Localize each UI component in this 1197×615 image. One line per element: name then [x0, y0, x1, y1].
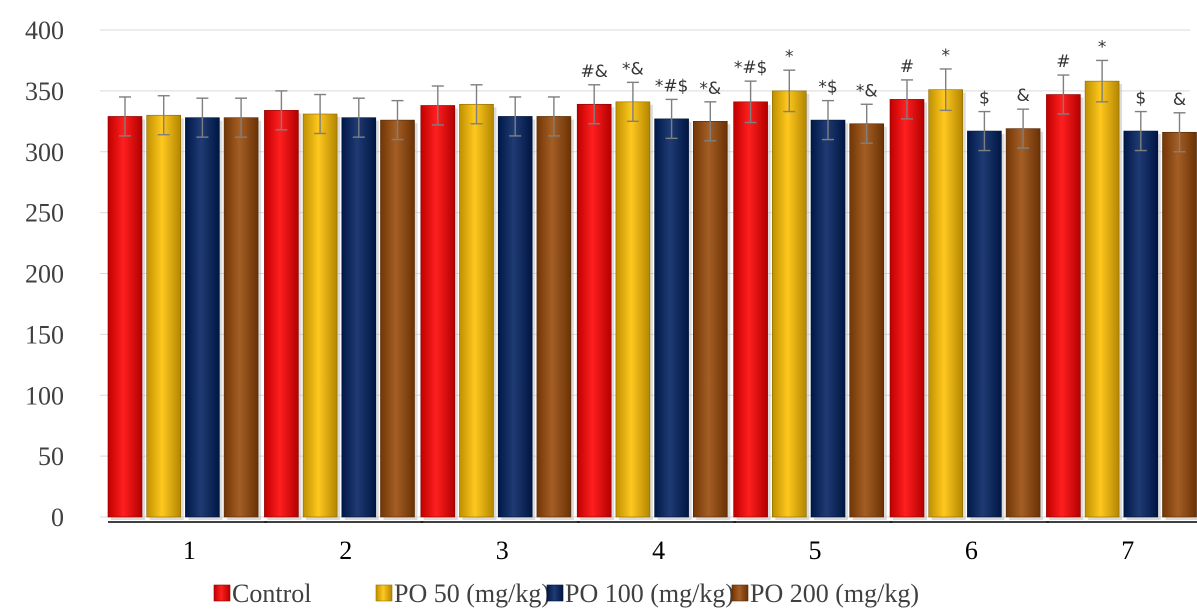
significance-label: $	[1135, 89, 1146, 109]
bar	[967, 130, 1002, 518]
significance-label: *#$	[734, 58, 768, 78]
x-tick-label: 2	[339, 536, 352, 565]
x-axis: 1 2 3 4 5 6 7	[108, 521, 1197, 565]
legend-label: PO 100 (mg/kg)	[565, 579, 734, 608]
bar	[185, 117, 220, 518]
significance-label: #	[900, 57, 914, 77]
bars	[107, 80, 1197, 521]
bar	[264, 110, 299, 518]
significance-label: $	[979, 89, 990, 109]
legend: Control PO 50 (mg/kg) PO 100 (mg/kg) PO 200…	[213, 579, 919, 608]
significance-label: *$	[818, 78, 837, 98]
x-tick-label: 4	[652, 536, 665, 565]
bar	[1162, 131, 1197, 518]
significance-label: *	[941, 46, 950, 66]
bar	[341, 117, 377, 518]
legend-swatch	[213, 584, 231, 602]
bar	[1046, 94, 1081, 518]
bar	[302, 113, 338, 518]
bar	[380, 119, 415, 518]
legend-label: PO 200 (mg/kg)	[750, 579, 919, 608]
x-tick-label: 7	[1121, 536, 1134, 565]
legend-label: PO 50 (mg/kg)	[394, 579, 550, 608]
significance-label: &	[1016, 86, 1029, 106]
significance-label: *	[1098, 37, 1107, 57]
bar	[420, 105, 456, 518]
y-tick-label: 0	[51, 503, 64, 532]
bar	[615, 101, 651, 518]
significance-annotations: #& *&*#$ *&*#$**$ *&#*$ &#*$ &	[580, 37, 1186, 109]
y-tick-label: 100	[25, 381, 64, 410]
bar	[536, 116, 572, 518]
legend-label: Control	[232, 579, 311, 608]
bar	[1084, 80, 1120, 518]
y-tick-label: 400	[25, 16, 64, 45]
bar	[928, 89, 964, 518]
y-tick-label: 350	[25, 77, 64, 106]
significance-label: *	[785, 47, 794, 67]
x-tick-label: 5	[809, 536, 822, 565]
significance-label: *&	[856, 81, 878, 101]
bar	[849, 123, 885, 518]
x-tick-label: 6	[965, 536, 978, 565]
legend-swatch	[375, 584, 393, 602]
y-tick-label: 300	[25, 138, 64, 167]
y-axis-ticks: 0 50 100 150 200 250 300 350 400	[25, 16, 64, 532]
bar	[654, 118, 689, 518]
significance-label: *&	[622, 59, 644, 79]
bar	[576, 103, 612, 518]
bar	[223, 117, 259, 518]
y-tick-label: 200	[25, 260, 64, 289]
significance-label: #	[1056, 52, 1070, 72]
bar	[497, 116, 533, 518]
bar	[692, 121, 728, 518]
legend-swatch	[546, 584, 564, 602]
significance-label: #&	[580, 62, 608, 82]
legend-swatch	[731, 584, 749, 602]
y-tick-label: 50	[38, 442, 64, 471]
bar	[459, 103, 494, 518]
y-tick-label: 150	[25, 320, 64, 349]
x-tick-label: 3	[496, 536, 509, 565]
bar	[1123, 130, 1159, 518]
bar	[107, 116, 143, 518]
bar	[146, 114, 181, 518]
x-tick-label: 1	[183, 536, 196, 565]
bar	[733, 101, 768, 518]
significance-label: *#$	[655, 76, 689, 96]
bar	[810, 119, 846, 518]
bar	[889, 99, 925, 518]
significance-label: &	[1173, 90, 1186, 110]
significance-label: *&	[699, 79, 721, 99]
bar	[1005, 128, 1041, 518]
y-tick-label: 250	[25, 199, 64, 228]
error-bars	[119, 59, 1186, 153]
bar	[771, 90, 807, 518]
